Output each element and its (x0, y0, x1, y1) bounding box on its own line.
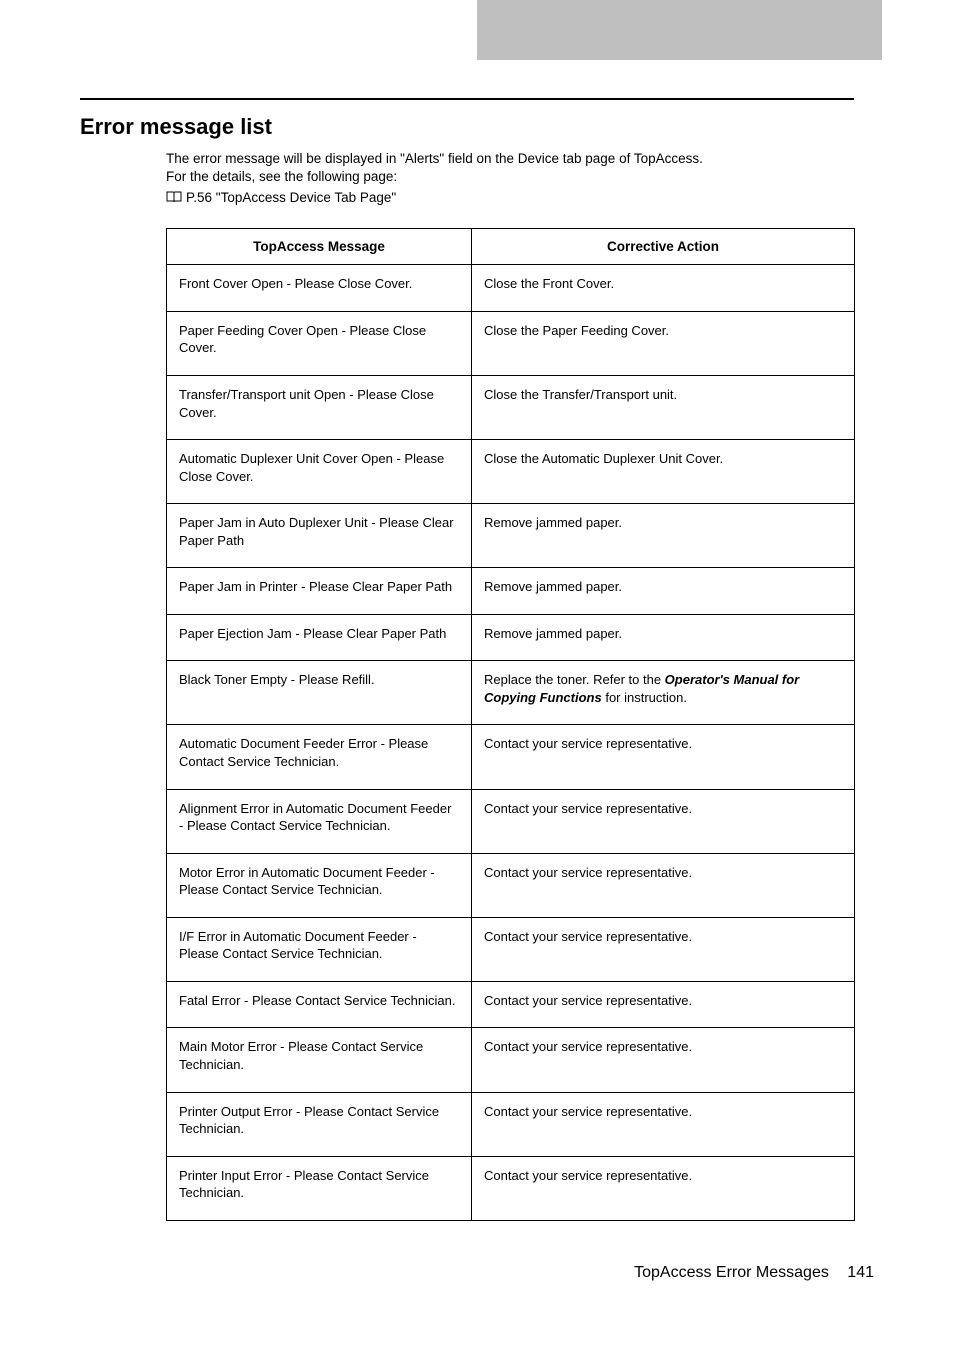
cell-action: Contact your service representative. (472, 1092, 855, 1156)
table-row: Printer Input Error - Please Contact Ser… (167, 1156, 855, 1220)
cell-action: Close the Paper Feeding Cover. (472, 311, 855, 375)
intro-line2: For the details, see the following page: (166, 169, 397, 184)
header-message: TopAccess Message (167, 229, 472, 265)
table-row: Fatal Error - Please Contact Service Tec… (167, 981, 855, 1028)
cell-message: Alignment Error in Automatic Document Fe… (167, 789, 472, 853)
table-row: Main Motor Error - Please Contact Servic… (167, 1028, 855, 1092)
page-content: Error message list The error message wil… (80, 114, 854, 1221)
cell-action: Contact your service representative. (472, 981, 855, 1028)
cell-action: Remove jammed paper. (472, 504, 855, 568)
table-row: Printer Output Error - Please Contact Se… (167, 1092, 855, 1156)
cell-action: Contact your service representative. (472, 1028, 855, 1092)
book-icon (166, 191, 182, 206)
cell-action: Replace the toner. Refer to the Operator… (472, 661, 855, 725)
table-row: Automatic Document Feeder Error - Please… (167, 725, 855, 789)
table-header-row: TopAccess Message Corrective Action (167, 229, 855, 265)
page-reference: P.56 "TopAccess Device Tab Page" (166, 190, 854, 206)
cell-message: Paper Jam in Auto Duplexer Unit - Please… (167, 504, 472, 568)
cell-message: Printer Output Error - Please Contact Se… (167, 1092, 472, 1156)
cell-message: I/F Error in Automatic Document Feeder -… (167, 917, 472, 981)
cell-message: Paper Feeding Cover Open - Please Close … (167, 311, 472, 375)
cell-message: Front Cover Open - Please Close Cover. (167, 265, 472, 312)
page-footer: TopAccess Error Messages 141 (634, 1264, 874, 1282)
table-row: Black Toner Empty - Please Refill. Repla… (167, 661, 855, 725)
cell-message: Paper Jam in Printer - Please Clear Pape… (167, 568, 472, 615)
cell-action: Contact your service representative. (472, 853, 855, 917)
table-row: Alignment Error in Automatic Document Fe… (167, 789, 855, 853)
cell-action: Remove jammed paper. (472, 568, 855, 615)
table-row: Paper Jam in Printer - Please Clear Pape… (167, 568, 855, 615)
cell-message: Fatal Error - Please Contact Service Tec… (167, 981, 472, 1028)
cell-message: Printer Input Error - Please Contact Ser… (167, 1156, 472, 1220)
footer-page-number: 141 (847, 1264, 874, 1281)
cell-action: Remove jammed paper. (472, 614, 855, 661)
cell-message: Motor Error in Automatic Document Feeder… (167, 853, 472, 917)
header-gray-block (477, 0, 882, 60)
cell-message: Paper Ejection Jam - Please Clear Paper … (167, 614, 472, 661)
cell-action: Close the Front Cover. (472, 265, 855, 312)
table-row: Paper Ejection Jam - Please Clear Paper … (167, 614, 855, 661)
cell-message: Automatic Duplexer Unit Cover Open - Ple… (167, 440, 472, 504)
cell-message: Transfer/Transport unit Open - Please Cl… (167, 376, 472, 440)
table-row: Automatic Duplexer Unit Cover Open - Ple… (167, 440, 855, 504)
table-row: Motor Error in Automatic Document Feeder… (167, 853, 855, 917)
cell-action: Close the Transfer/Transport unit. (472, 376, 855, 440)
top-rule (80, 98, 854, 100)
action-prefix: Replace the toner. Refer to the (484, 672, 665, 687)
cell-message: Main Motor Error - Please Contact Servic… (167, 1028, 472, 1092)
table-row: Paper Feeding Cover Open - Please Close … (167, 311, 855, 375)
table-row: Front Cover Open - Please Close Cover. C… (167, 265, 855, 312)
cell-message: Automatic Document Feeder Error - Please… (167, 725, 472, 789)
header-action: Corrective Action (472, 229, 855, 265)
action-suffix: for instruction. (602, 690, 687, 705)
table-row: Paper Jam in Auto Duplexer Unit - Please… (167, 504, 855, 568)
section-title: Error message list (80, 114, 854, 140)
cell-message: Black Toner Empty - Please Refill. (167, 661, 472, 725)
cell-action: Contact your service representative. (472, 917, 855, 981)
table-row: Transfer/Transport unit Open - Please Cl… (167, 376, 855, 440)
cell-action: Contact your service representative. (472, 725, 855, 789)
page-ref-text: P.56 "TopAccess Device Tab Page" (186, 190, 396, 205)
cell-action: Contact your service representative. (472, 789, 855, 853)
intro-paragraph: The error message will be displayed in "… (166, 150, 854, 186)
error-message-table: TopAccess Message Corrective Action Fron… (166, 228, 855, 1220)
footer-text: TopAccess Error Messages (634, 1264, 829, 1281)
cell-action: Contact your service representative. (472, 1156, 855, 1220)
intro-line1: The error message will be displayed in "… (166, 151, 703, 166)
cell-action: Close the Automatic Duplexer Unit Cover. (472, 440, 855, 504)
table-row: I/F Error in Automatic Document Feeder -… (167, 917, 855, 981)
